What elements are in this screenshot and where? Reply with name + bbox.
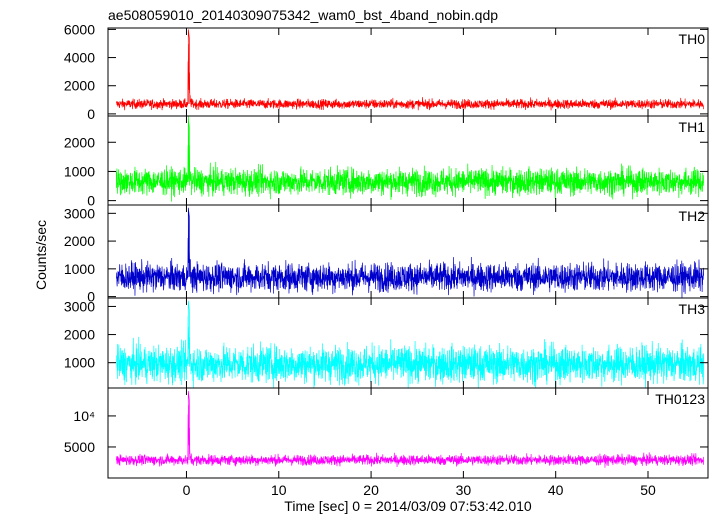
- x-tick-label: 0: [183, 482, 191, 498]
- y-tick-label-th2: 2000: [64, 233, 95, 249]
- x-tick-label: 30: [456, 482, 472, 498]
- panel-label-th0: TH0: [679, 31, 706, 47]
- y-tick-label-th2: 0: [87, 289, 95, 305]
- y-tick-label-th3: 2000: [64, 327, 95, 343]
- panel-label-th0123: TH0123: [655, 391, 705, 407]
- panel-label-th1: TH1: [679, 119, 706, 135]
- y-axis-title: Counts/sec: [33, 220, 49, 290]
- x-tick-labels: 0 10 20 30 40 50: [183, 482, 656, 498]
- y-tick-label-th2: 1000: [64, 261, 95, 277]
- x-tick-label: 10: [271, 482, 287, 498]
- panels-group: 0200040006000TH0010002000TH1010002000300…: [64, 21, 709, 498]
- y-tick-label-th0: 2000: [64, 78, 95, 94]
- y-tick-label-th0: 0: [87, 106, 95, 122]
- y-tick-label-th1: 0: [87, 193, 95, 209]
- series-th1: [115, 116, 704, 202]
- series-th2: [115, 207, 704, 298]
- y-tick-label-th3: 3000: [64, 298, 95, 314]
- series-th0123: [115, 391, 704, 468]
- chart-title: ae508059010_20140309075342_wam0_bst_4ban…: [108, 7, 498, 23]
- y-tick-label-th0: 6000: [64, 21, 95, 37]
- y-tick-label-th3: 1000: [64, 355, 95, 371]
- y-tick-label-th2: 3000: [64, 205, 95, 221]
- y-tick-label-th1: 1000: [64, 163, 95, 179]
- y-tick-label-th0123: 5000: [64, 439, 95, 455]
- panel-th0123: 5000 10⁴ TH0123: [64, 387, 709, 479]
- x-axis-title: Time [sec] 0 = 2014/03/09 07:53:42.010: [284, 498, 532, 514]
- panel-label-th2: TH2: [679, 208, 706, 224]
- x-tick-label: 40: [548, 482, 564, 498]
- panel-frame-th0123: [107, 387, 709, 479]
- panel-label-th3: TH3: [679, 301, 706, 317]
- series-th3: [115, 300, 704, 388]
- y-tick-label-th1: 2000: [64, 134, 95, 150]
- y-tick-label-th0: 4000: [64, 50, 95, 66]
- x-tick-label: 20: [363, 482, 379, 498]
- series-th0: [115, 29, 704, 111]
- x-tick-label: 50: [640, 482, 656, 498]
- y-tick-label-th0123: 10⁴: [73, 408, 95, 424]
